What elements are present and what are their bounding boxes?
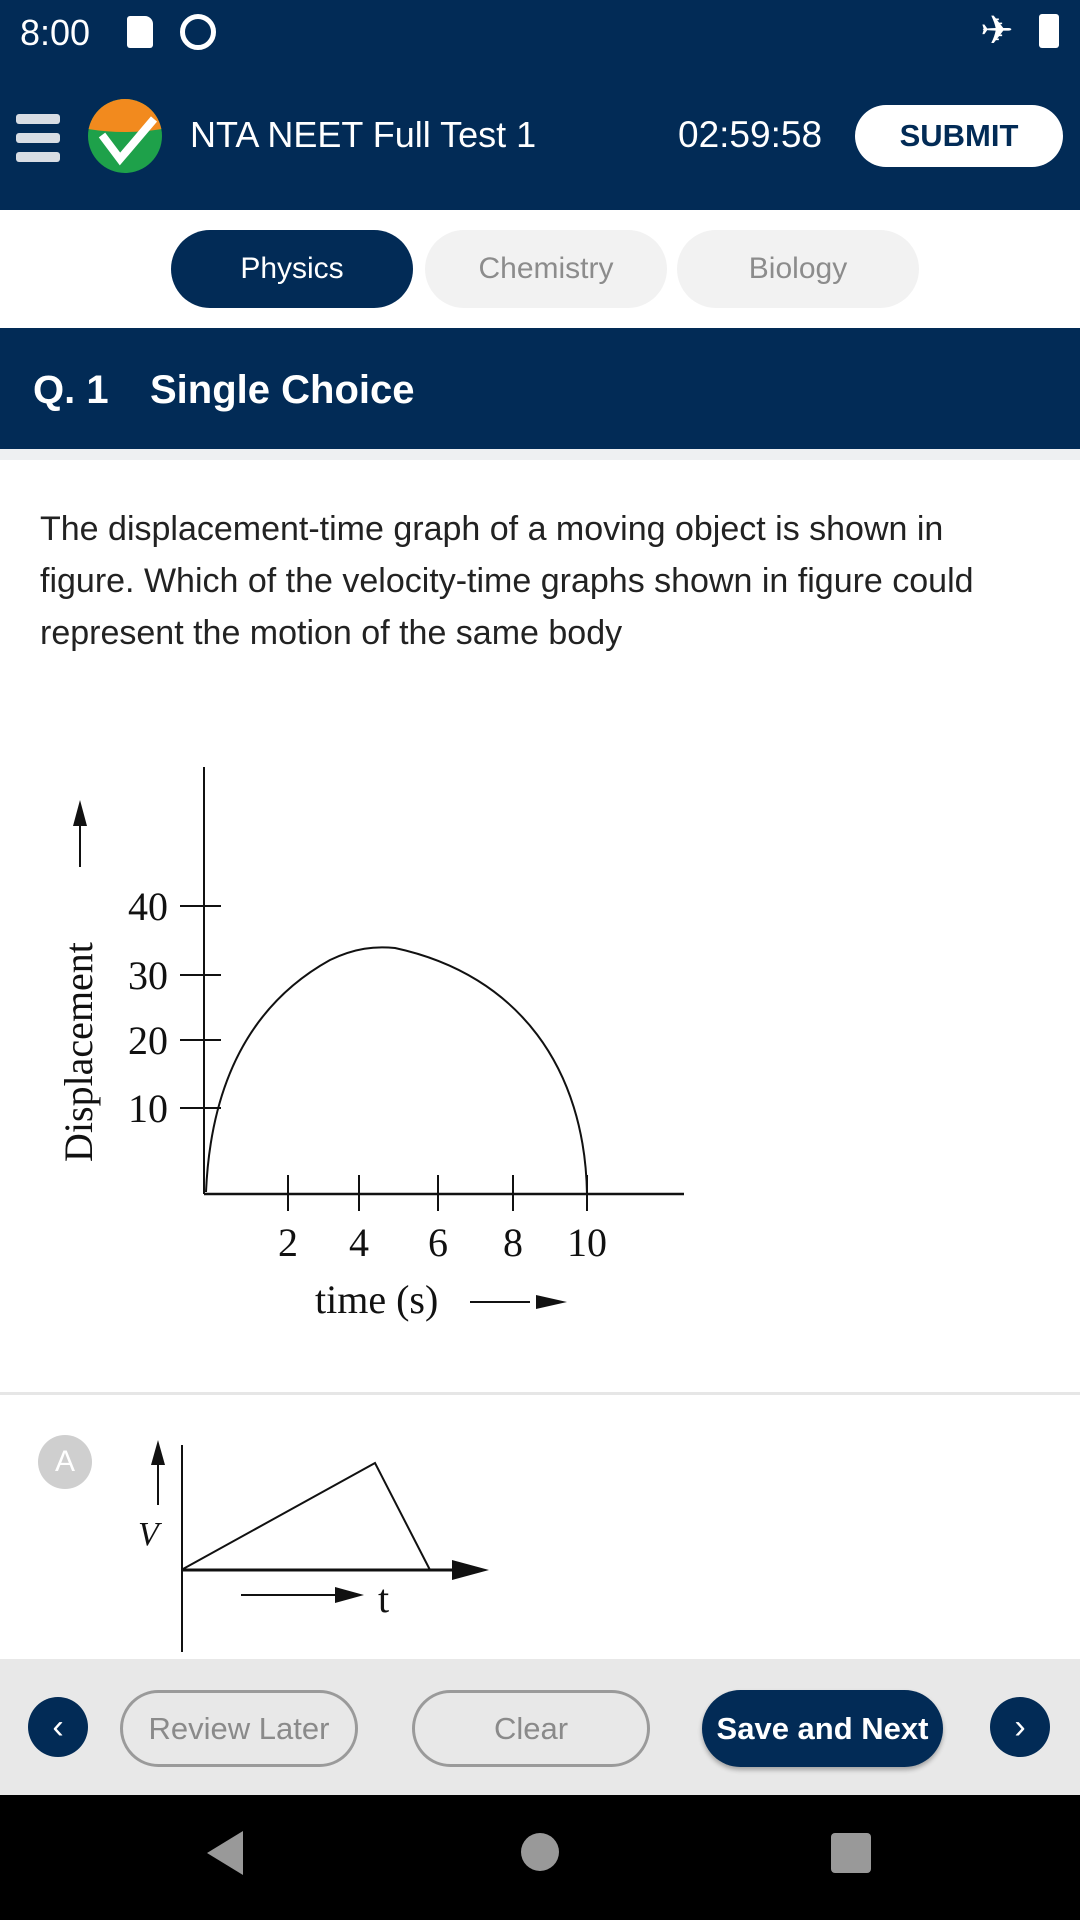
y-tick-label: 40 bbox=[128, 884, 168, 929]
option-a-velocity-time-figure: V t bbox=[138, 1440, 489, 1652]
x-tick-label: 4 bbox=[349, 1220, 369, 1265]
vpn-icon bbox=[180, 14, 216, 50]
recents-icon[interactable] bbox=[831, 1833, 871, 1873]
option-letter-badge: A bbox=[38, 1435, 92, 1489]
battery-icon bbox=[1039, 14, 1059, 48]
submit-button[interactable]: SUBMIT bbox=[855, 105, 1063, 167]
nta-logo bbox=[88, 99, 162, 173]
tab-biology[interactable]: Biology bbox=[677, 230, 919, 308]
x-tick-label: 10 bbox=[567, 1220, 607, 1265]
displacement-time-figure: 40 30 20 10 2 4 6 8 10 time (s) Displace… bbox=[56, 767, 684, 1322]
test-title: NTA NEET Full Test 1 bbox=[190, 114, 537, 155]
tab-chemistry[interactable]: Chemistry bbox=[425, 230, 667, 308]
chevron-left-icon: ‹ bbox=[52, 1707, 64, 1746]
sd-card-icon bbox=[127, 16, 153, 48]
y-axis-label: Displacement bbox=[56, 942, 101, 1162]
tab-physics[interactable]: Physics bbox=[171, 230, 413, 308]
v-axis-label: V bbox=[138, 1516, 163, 1553]
question-header: Q. 1 Single Choice bbox=[0, 328, 1080, 449]
x-tick-label: 8 bbox=[503, 1220, 523, 1265]
home-icon[interactable] bbox=[521, 1833, 559, 1871]
clear-button[interactable]: Clear bbox=[412, 1690, 650, 1767]
airplane-icon: ✈ bbox=[980, 8, 1014, 54]
question-type: Single Choice bbox=[150, 368, 415, 412]
next-question-button[interactable]: › bbox=[990, 1697, 1050, 1757]
status-time: 8:00 bbox=[20, 12, 91, 53]
countdown-timer: 02:59:58 bbox=[678, 114, 823, 155]
review-later-button[interactable]: Review Later bbox=[120, 1690, 358, 1767]
x-tick-label: 6 bbox=[428, 1220, 448, 1265]
t-axis-label: t bbox=[378, 1576, 389, 1621]
previous-question-button[interactable]: ‹ bbox=[28, 1697, 88, 1757]
y-tick-label: 10 bbox=[128, 1086, 168, 1131]
x-tick-label: 2 bbox=[278, 1220, 298, 1265]
divider bbox=[0, 449, 1080, 460]
y-tick-label: 20 bbox=[128, 1018, 168, 1063]
x-axis-label: time (s) bbox=[315, 1277, 438, 1322]
y-tick-label: 30 bbox=[128, 953, 168, 998]
question-number: Q. 1 bbox=[33, 368, 109, 412]
divider bbox=[0, 1392, 1080, 1395]
question-text: The displacement-time graph of a moving … bbox=[40, 510, 974, 652]
chevron-right-icon: › bbox=[1014, 1707, 1026, 1746]
app-header: 8:00 ✈ NTA NEET Full Test 1 02:59:58 SUB… bbox=[0, 0, 1080, 210]
back-icon[interactable] bbox=[205, 1831, 245, 1875]
system-nav-bar bbox=[0, 1795, 1080, 1920]
save-and-next-button[interactable]: Save and Next bbox=[702, 1690, 943, 1767]
